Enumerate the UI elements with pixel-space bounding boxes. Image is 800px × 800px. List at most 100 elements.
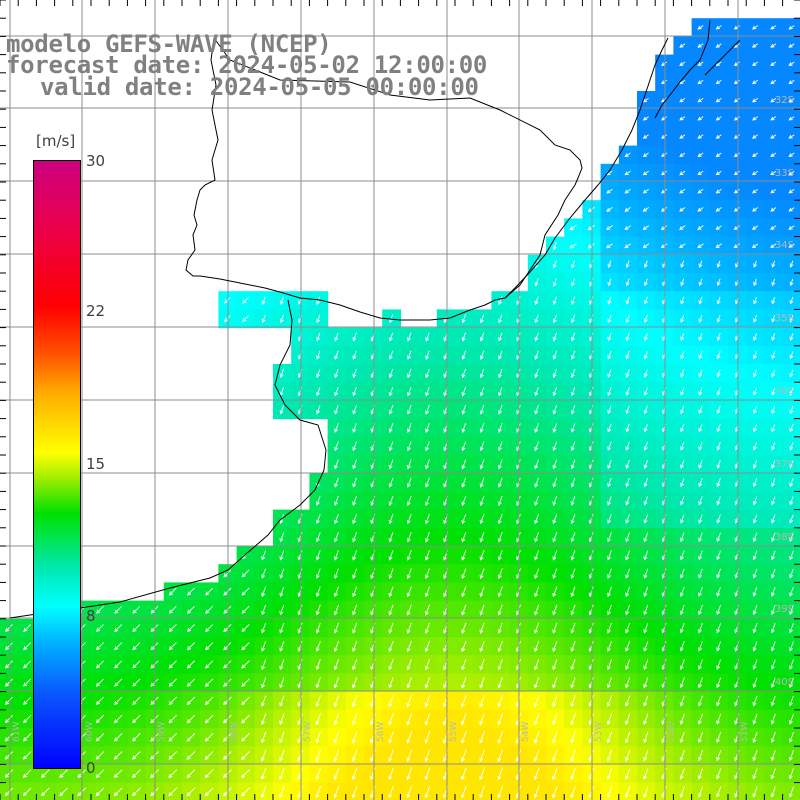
wind-arrow <box>697 749 704 762</box>
wind-arrow <box>334 368 339 379</box>
wind-arrow <box>204 751 214 760</box>
wind-arrow <box>661 116 668 121</box>
wind-arrow <box>95 696 105 705</box>
wind-arrow <box>479 640 485 653</box>
wind-arrow <box>643 278 648 287</box>
wind-arrow <box>461 314 467 324</box>
wind-arrow <box>788 243 795 249</box>
wind-arrow <box>716 550 721 561</box>
wind-arrow <box>406 477 412 488</box>
wind-arrow <box>96 624 104 632</box>
wind-arrow <box>425 350 430 360</box>
wind-arrow <box>770 586 776 597</box>
map-title-model: modelo GEFS-WAVE (NCEP) <box>6 30 332 58</box>
wind-arrow <box>752 768 758 780</box>
wind-arrow <box>406 459 412 470</box>
wind-arrow <box>697 731 704 744</box>
wind-arrow <box>733 170 740 176</box>
wind-arrow <box>168 642 177 651</box>
wind-arrow <box>771 333 776 341</box>
wind-arrow <box>661 152 668 157</box>
brazil-coast <box>504 37 669 299</box>
wind-arrow <box>333 640 339 652</box>
wind-arrow <box>461 586 467 598</box>
wind-arrow <box>297 785 303 799</box>
wind-arrow <box>260 786 267 799</box>
wind-arrow <box>770 659 776 670</box>
wind-arrow <box>552 423 558 433</box>
wind-arrow <box>4 751 14 760</box>
wind-arrow <box>680 369 685 378</box>
wind-arrow <box>425 459 430 470</box>
wind-arrow <box>333 731 340 744</box>
wind-arrow <box>186 714 196 724</box>
wind-arrow <box>552 622 558 634</box>
wind-arrow <box>22 787 32 797</box>
wind-arrow <box>625 713 631 726</box>
wind-arrow <box>753 296 757 305</box>
wind-arrow <box>643 713 649 725</box>
wind-arrow <box>607 423 612 433</box>
wind-arrow <box>643 641 649 652</box>
wind-arrow <box>698 423 703 433</box>
wind-arrow <box>497 386 503 397</box>
wind-arrow <box>570 260 576 269</box>
wind-arrow <box>606 785 613 799</box>
wind-arrow <box>388 785 394 799</box>
wind-arrow <box>352 368 357 379</box>
wind-arrow <box>660 207 668 212</box>
wind-arrow <box>789 605 794 616</box>
wind-arrow <box>279 622 285 634</box>
wind-arrow <box>624 749 631 762</box>
coastline <box>9 19 741 619</box>
wind-arrow <box>770 134 777 139</box>
wind-arrow <box>716 750 722 762</box>
wind-arrow <box>697 713 703 725</box>
wind-arrow <box>388 459 394 470</box>
wind-arrow <box>606 731 613 744</box>
wind-arrow <box>4 769 14 778</box>
wind-arrow <box>279 550 285 561</box>
wind-arrow <box>789 641 794 652</box>
wind-arrow <box>186 660 196 669</box>
wind-arrow <box>316 332 321 342</box>
wind-arrow <box>552 767 558 781</box>
wind-arrow <box>771 351 776 360</box>
wind-arrow <box>352 677 358 689</box>
wind-arrow <box>643 441 649 451</box>
wind-arrow <box>4 787 14 797</box>
wind-arrow <box>241 696 250 706</box>
wind-arrow <box>770 713 776 725</box>
wind-arrow <box>642 152 649 158</box>
wind-arrow <box>570 387 576 397</box>
wind-speed-field <box>0 18 800 800</box>
wind-arrow <box>716 568 721 579</box>
wind-arrow <box>352 659 358 671</box>
wind-arrow <box>643 387 648 396</box>
wind-arrow <box>771 387 776 396</box>
wind-arrow <box>643 296 648 305</box>
wind-arrow <box>552 568 558 579</box>
wind-arrow <box>461 550 467 561</box>
wind-arrow <box>352 332 357 342</box>
wind-arrow <box>771 369 776 378</box>
wind-arrow <box>753 387 758 396</box>
wind-arrow <box>168 787 178 797</box>
wind-arrow <box>680 405 685 415</box>
wind-arrow <box>497 532 503 543</box>
wind-arrow <box>388 604 394 616</box>
wind-arrow <box>388 513 394 525</box>
wind-arrow <box>716 260 721 268</box>
wind-arrow <box>789 315 794 323</box>
wind-arrow <box>132 660 141 669</box>
wind-arrow <box>771 423 776 433</box>
wind-arrow <box>315 731 321 744</box>
wind-arrow <box>479 785 485 799</box>
wind-arrow <box>533 785 540 799</box>
wind-arrow <box>461 477 467 488</box>
wind-arrow <box>352 459 357 470</box>
wind-arrow <box>552 260 557 269</box>
wind-arrow <box>425 495 430 506</box>
wind-arrow <box>789 278 794 287</box>
wind-arrow <box>461 459 467 470</box>
